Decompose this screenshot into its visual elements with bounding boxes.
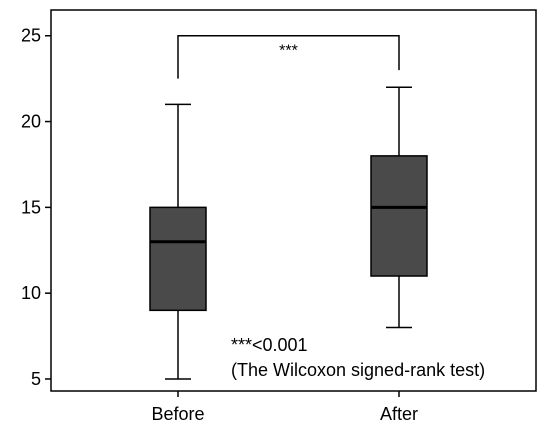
y-tick-label-15: 15 [21,197,41,217]
x-category-label-before: Before [151,404,204,424]
after-box [370,155,428,277]
x-category-label-after: After [380,404,418,424]
significance-bracket-line [177,34,400,79]
plot-frame [50,9,537,392]
significance-bracket: *** [177,34,400,79]
annotation-pvalue: ***<0.001 [231,335,308,355]
boxes-group [149,86,428,380]
y-tick-label-10: 10 [21,283,41,303]
y-axis: 5 10 15 20 25 [21,26,51,389]
x-axis-categories: Before After [151,391,418,424]
significance-label: *** [279,43,298,60]
annotation-test-name: (The Wilcoxon signed-rank test) [231,360,485,380]
before-box [149,206,207,312]
y-tick-label-25: 25 [21,26,41,46]
y-tick-label-20: 20 [21,112,41,132]
y-tick-label-5: 5 [31,369,41,389]
